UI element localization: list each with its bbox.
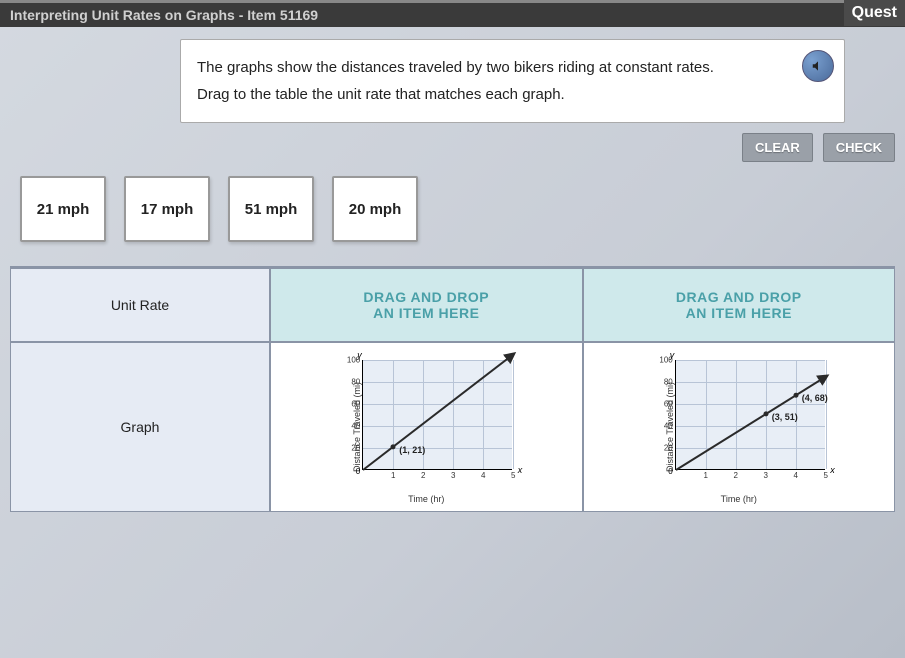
- chip-21mph[interactable]: 21 mph: [20, 176, 106, 242]
- chip-20mph[interactable]: 20 mph: [332, 176, 418, 242]
- mini-graph-2: Distance Traveled (mi) Time (hr) 2040608…: [629, 352, 849, 502]
- drop-text-1b: AN ITEM HERE: [373, 305, 479, 321]
- chip-17mph[interactable]: 17 mph: [124, 176, 210, 242]
- quest-label: Quest: [844, 0, 905, 26]
- graph-cell-1: Distance Traveled (mi) Time (hr) 2040608…: [270, 342, 583, 512]
- mini-graph-1: Distance Traveled (mi) Time (hr) 2040608…: [316, 352, 536, 502]
- speaker-icon: [811, 59, 825, 73]
- drop-text-2a: DRAG AND DROP: [676, 289, 802, 305]
- chip-51mph[interactable]: 51 mph: [228, 176, 314, 242]
- page-title: Interpreting Unit Rates on Graphs - Item…: [10, 7, 895, 23]
- drop-target-1[interactable]: DRAG AND DROP AN ITEM HERE: [270, 268, 583, 342]
- answer-table: Unit Rate DRAG AND DROP AN ITEM HERE DRA…: [10, 266, 895, 512]
- row-label-graph: Graph: [10, 342, 270, 512]
- row-label-unit-rate: Unit Rate: [10, 268, 270, 342]
- drop-target-2[interactable]: DRAG AND DROP AN ITEM HERE: [583, 268, 896, 342]
- drop-text-1a: DRAG AND DROP: [363, 289, 489, 305]
- x-axis-label: Time (hr): [408, 494, 444, 504]
- graph-cell-2: Distance Traveled (mi) Time (hr) 2040608…: [583, 342, 896, 512]
- action-row: CLEAR CHECK: [0, 123, 905, 162]
- point-label: (3, 51): [772, 412, 798, 422]
- check-button[interactable]: CHECK: [823, 133, 895, 162]
- drop-text-2b: AN ITEM HERE: [686, 305, 792, 321]
- prompt-box: The graphs show the distances traveled b…: [180, 39, 845, 123]
- x-axis-label: Time (hr): [721, 494, 757, 504]
- prompt-line-2: Drag to the table the unit rate that mat…: [197, 81, 794, 108]
- clear-button[interactable]: CLEAR: [742, 133, 813, 162]
- draggable-chips-row: 21 mph 17 mph 51 mph 20 mph: [0, 162, 905, 266]
- audio-button[interactable]: [802, 50, 834, 82]
- prompt-line-1: The graphs show the distances traveled b…: [197, 54, 794, 81]
- top-bar: Interpreting Unit Rates on Graphs - Item…: [0, 0, 905, 27]
- point-label: (4, 68): [802, 393, 828, 403]
- point-label: (1, 21): [399, 445, 425, 455]
